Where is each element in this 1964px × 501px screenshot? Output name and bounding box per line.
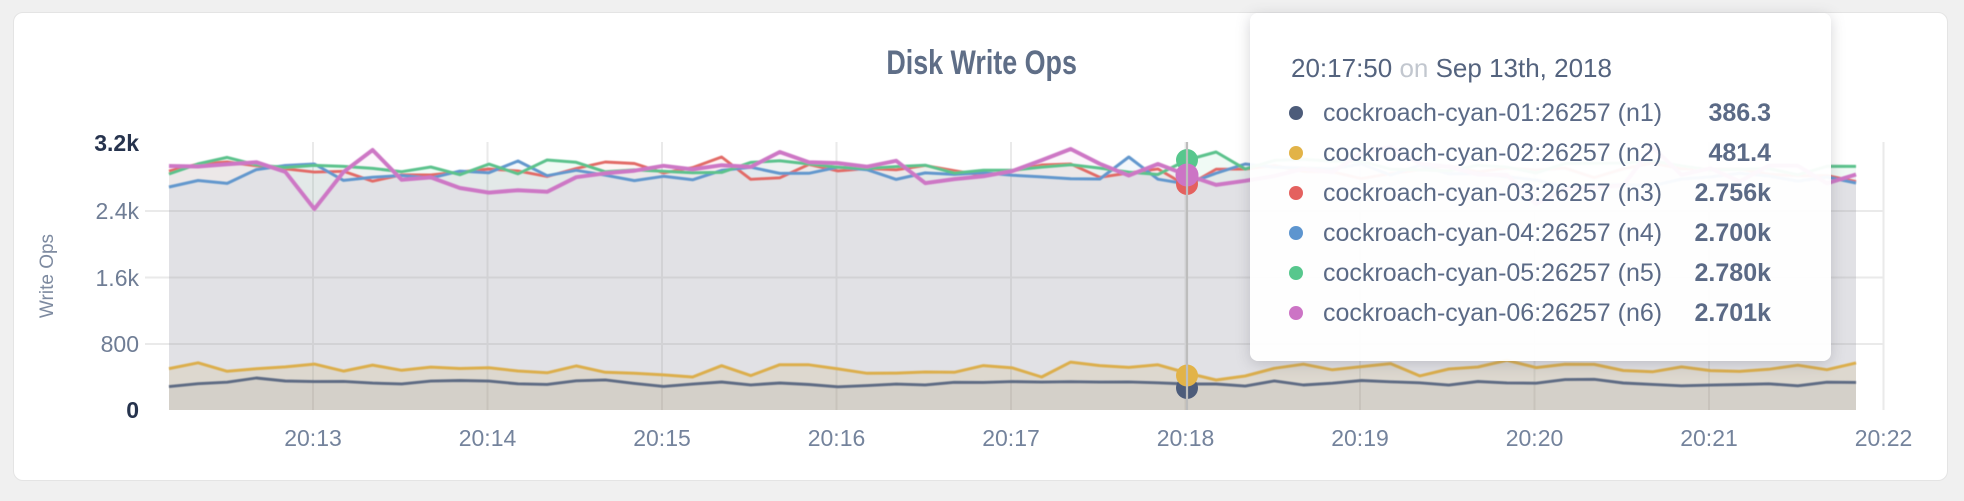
svg-text:20:15: 20:15: [633, 425, 691, 451]
svg-text:20:13: 20:13: [284, 425, 342, 451]
svg-text:20:14: 20:14: [459, 425, 517, 451]
svg-text:0: 0: [126, 397, 139, 423]
svg-text:20:20: 20:20: [1506, 425, 1564, 451]
svg-text:20:16: 20:16: [808, 425, 866, 451]
svg-text:800: 800: [101, 331, 139, 357]
svg-text:20:18: 20:18: [1157, 425, 1215, 451]
svg-text:20:22: 20:22: [1855, 425, 1913, 451]
svg-text:20:19: 20:19: [1331, 425, 1389, 451]
svg-text:2.4k: 2.4k: [96, 198, 140, 224]
svg-text:3.2k: 3.2k: [94, 130, 139, 156]
svg-text:1.6k: 1.6k: [96, 265, 140, 291]
svg-text:20:17: 20:17: [982, 425, 1040, 451]
svg-text:20:21: 20:21: [1680, 425, 1738, 451]
svg-text:Write Ops: Write Ops: [37, 234, 58, 318]
